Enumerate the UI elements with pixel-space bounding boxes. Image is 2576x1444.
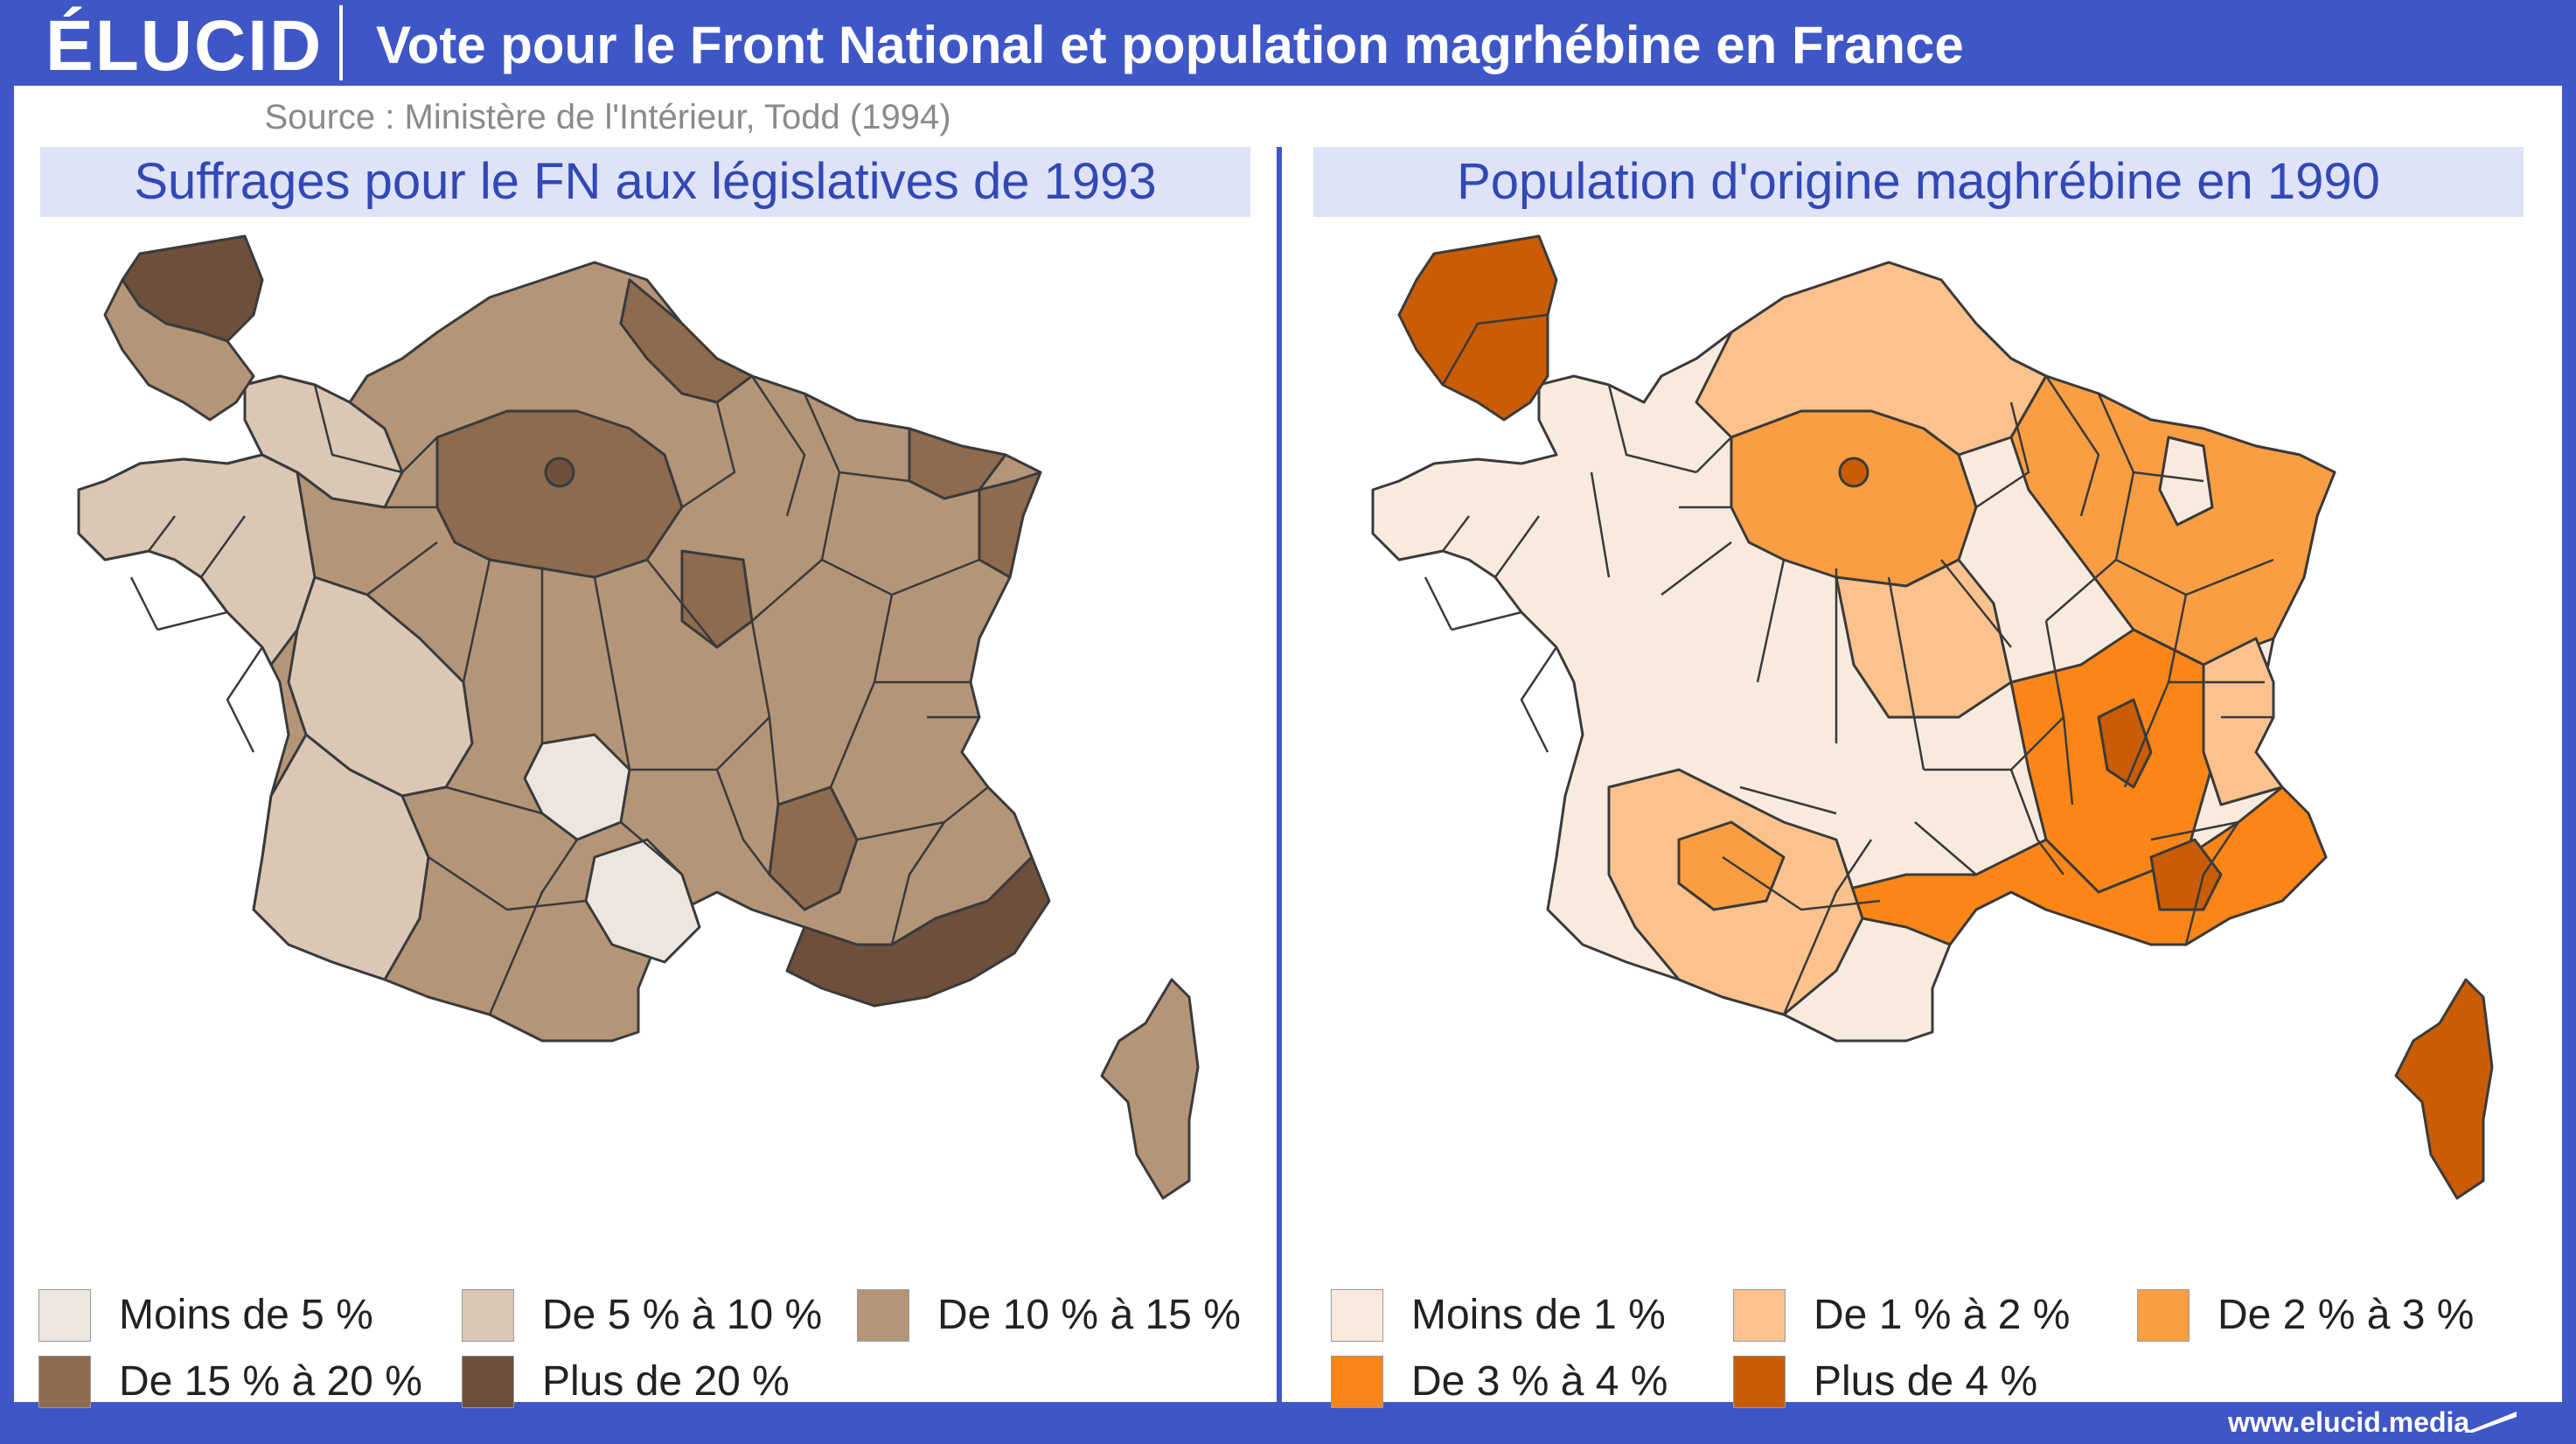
- alsace-dark: [978, 471, 1042, 579]
- legend-label: De 3 % à 4 %: [1411, 1358, 1668, 1405]
- east-orange: [2009, 374, 2336, 666]
- paris-inset-right: [1397, 234, 1558, 422]
- footer-url: www.elucid.media: [2228, 1406, 2470, 1438]
- legend-swatch: [38, 1289, 91, 1342]
- west-region: [77, 453, 317, 666]
- fn-vote-map: [77, 234, 1200, 1200]
- legend-label: De 15 % à 20 %: [119, 1358, 422, 1405]
- legend-label: De 10 % à 15 %: [937, 1292, 1241, 1338]
- header-separator: [339, 5, 343, 80]
- center-region: [287, 576, 474, 798]
- dept-borders: [129, 375, 989, 1015]
- legend-label: De 2 % à 3 %: [2217, 1292, 2475, 1338]
- legend-swatch: [462, 1356, 514, 1408]
- header-bar: ÉLUCID Vote pour le Front National et po…: [0, 0, 2576, 86]
- massif-light-1: [523, 733, 631, 841]
- loiret-dark: [680, 549, 754, 649]
- corsica-r: [2394, 978, 2494, 1200]
- normandy-region: [243, 374, 404, 509]
- left-map-title: Suffrages pour le FN aux législatives de…: [40, 147, 1250, 217]
- corsica: [1100, 978, 1200, 1200]
- panel-divider: [1277, 147, 1282, 1403]
- massif-light-2: [584, 838, 701, 964]
- alps-light-orange: [2202, 637, 2284, 806]
- north-light-orange: [1695, 261, 2048, 457]
- legend-label: De 1 % à 2 %: [1814, 1292, 2071, 1338]
- legend-swatch: [1331, 1356, 1383, 1408]
- rhone-dark-orange: [2097, 698, 2153, 789]
- legend-swatch: [38, 1356, 91, 1408]
- legend-swatch: [462, 1289, 514, 1342]
- elucid-logo: ÉLUCID: [45, 6, 324, 86]
- legend-label: Plus de 20 %: [542, 1358, 790, 1405]
- page-title: Vote pour le Front National et populatio…: [376, 16, 1964, 74]
- source-note: Source : Ministère de l'Intérieur, Todd …: [264, 98, 951, 136]
- midi-orange: [1677, 820, 1786, 911]
- south-east-very-dark: [785, 855, 1051, 1008]
- legend-swatch: [2137, 1289, 2190, 1342]
- legend-swatch: [1733, 1356, 1786, 1408]
- marne-light: [2158, 436, 2214, 527]
- legend-swatch: [857, 1289, 909, 1342]
- legend-label: Plus de 4 %: [1814, 1358, 2038, 1405]
- southwest-region: [252, 733, 430, 981]
- legend-swatch: [1733, 1289, 1786, 1342]
- maghrebi-population-map: [1371, 234, 2494, 1200]
- legend-swatch: [1331, 1289, 1383, 1342]
- legend-label: De 5 % à 10 %: [542, 1292, 823, 1338]
- right-map-title: Population d'origine maghrébine en 1990: [1313, 147, 2524, 217]
- paris-center-r: [1838, 457, 1869, 488]
- paris-center: [544, 457, 575, 488]
- elucid-mark-icon: [2464, 1412, 2517, 1433]
- dept-borders-r: [1424, 313, 2283, 1015]
- legend-label: Moins de 5 %: [119, 1292, 373, 1338]
- legend-label: Moins de 1 %: [1411, 1292, 1666, 1338]
- bdr-dark-orange: [2149, 838, 2223, 911]
- paris-inset-left-2: [103, 278, 255, 422]
